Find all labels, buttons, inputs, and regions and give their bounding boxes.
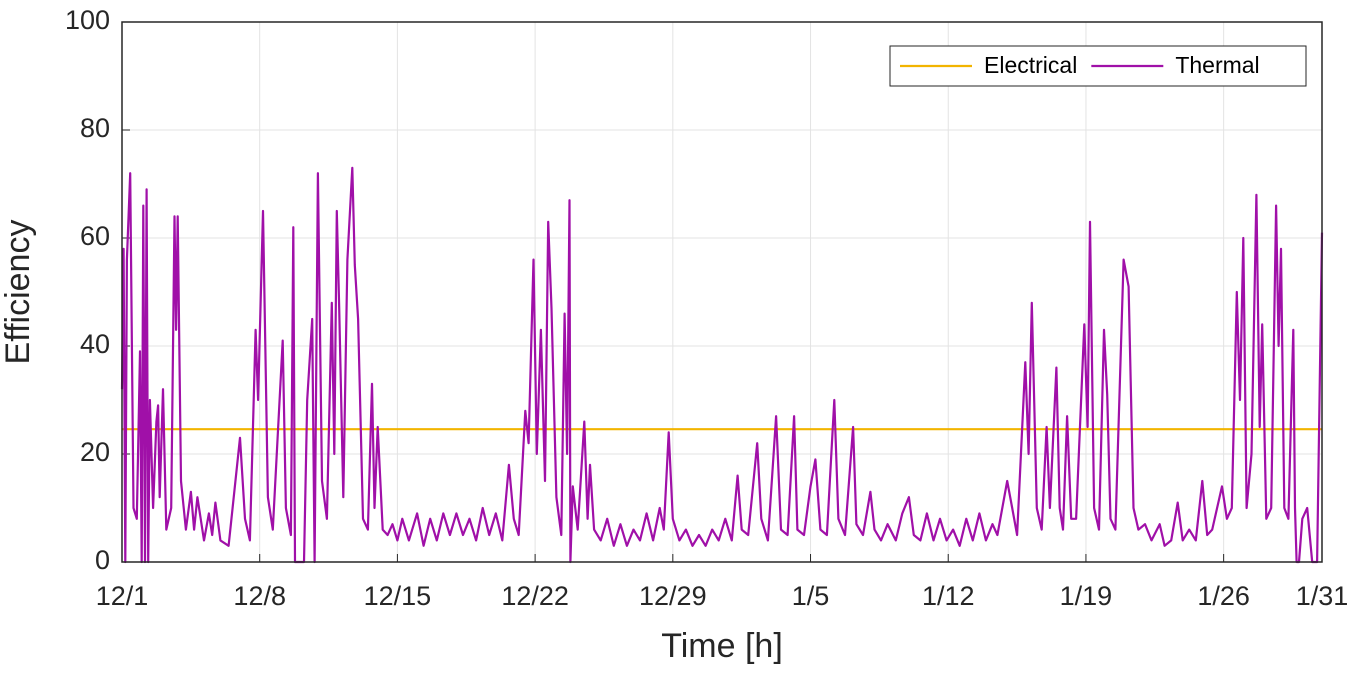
y-tick-label: 40 (80, 329, 110, 359)
x-tick-label: 1/12 (922, 581, 975, 611)
y-tick-label: 100 (65, 5, 110, 35)
y-axis-label: Efficiency (0, 220, 37, 365)
x-tick-label: 12/1 (96, 581, 149, 611)
legend-label: Electrical (984, 52, 1077, 78)
x-tick-label: 12/29 (639, 581, 707, 611)
y-tick-label: 0 (95, 545, 110, 575)
x-tick-label: 12/15 (364, 581, 432, 611)
x-axis-label: Time [h] (661, 627, 783, 665)
plot-frame (121, 21, 1323, 563)
x-tick-label: 1/5 (792, 581, 830, 611)
legend-label: Thermal (1175, 52, 1259, 78)
y-tick-label: 80 (80, 113, 110, 143)
data-line (120, 166, 1324, 564)
x-tick-label: 1/31 (1296, 581, 1349, 611)
y-tick-label: 20 (80, 437, 110, 467)
x-tick-label: 12/8 (233, 581, 286, 611)
x-tick-label: 1/26 (1197, 581, 1250, 611)
x-tick-label: 1/19 (1060, 581, 1113, 611)
x-tick-label: 12/22 (501, 581, 569, 611)
y-tick-label: 60 (80, 221, 110, 251)
